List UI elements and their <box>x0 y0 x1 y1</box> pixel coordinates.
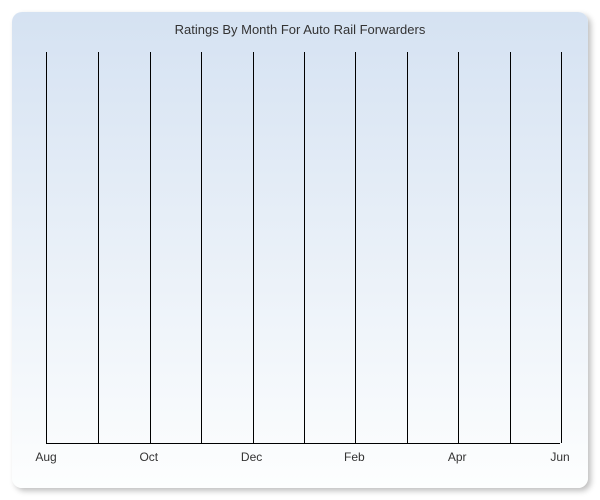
chart-card: Ratings By Month For Auto Rail Forwarder… <box>12 12 588 488</box>
x-tick-label: Jun <box>530 450 590 464</box>
plot-area <box>46 52 560 444</box>
x-tick-label: Dec <box>222 450 282 464</box>
x-tick-label: Oct <box>119 450 179 464</box>
x-gridline <box>98 52 99 443</box>
x-gridline <box>253 52 254 443</box>
x-tick-label: Apr <box>427 450 487 464</box>
x-gridline <box>561 52 562 443</box>
x-gridline <box>355 52 356 443</box>
chart-title: Ratings By Month For Auto Rail Forwarder… <box>12 22 588 37</box>
x-tick-label: Aug <box>16 450 76 464</box>
x-gridline <box>150 52 151 443</box>
x-gridline <box>304 52 305 443</box>
x-gridline <box>510 52 511 443</box>
x-gridline <box>407 52 408 443</box>
x-gridline <box>458 52 459 443</box>
x-tick-label: Feb <box>324 450 384 464</box>
x-gridline <box>201 52 202 443</box>
